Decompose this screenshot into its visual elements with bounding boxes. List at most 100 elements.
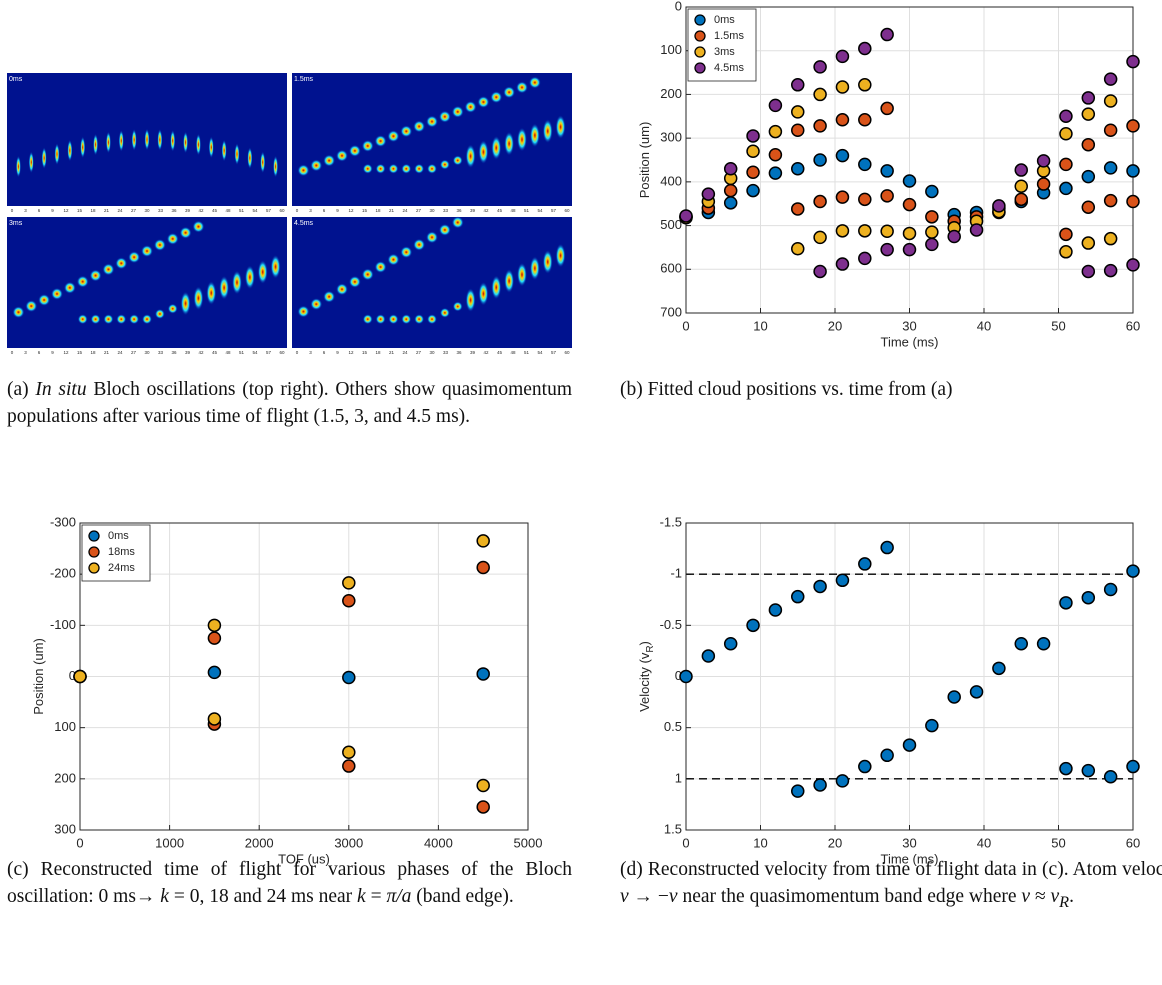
legend-label: 4.5ms — [714, 62, 744, 74]
image-blob — [439, 307, 450, 318]
y-tick-label: 200 — [660, 86, 682, 101]
image-blob — [221, 139, 227, 162]
image-tick-label: 54 — [252, 350, 258, 355]
image-panel — [7, 217, 287, 348]
caption-text: v — [668, 886, 678, 907]
data-point — [813, 194, 827, 209]
image-blob — [478, 140, 489, 165]
data-point — [835, 49, 850, 64]
legend-label: 0ms — [714, 14, 735, 26]
data-point — [880, 164, 894, 178]
image-blob — [336, 283, 348, 296]
image-blob — [388, 314, 399, 325]
legend-label: 0ms — [108, 530, 129, 542]
data-point — [1059, 181, 1073, 196]
image-blob — [232, 270, 242, 295]
x-tick-label: 20 — [828, 835, 842, 850]
y-tick-label: 0 — [69, 668, 76, 683]
image-blob — [310, 159, 323, 172]
image-blob — [465, 288, 476, 313]
image-blob — [374, 135, 387, 148]
image-blob — [67, 139, 73, 162]
image-blob — [153, 238, 166, 251]
image-tick-label: 48 — [225, 350, 231, 355]
image-tick-label: 33 — [443, 350, 449, 355]
image-blob — [490, 91, 503, 104]
image-tick-label: 42 — [198, 350, 204, 355]
image-blob — [413, 120, 426, 133]
image-blob — [491, 275, 502, 300]
image-tick-label: 21 — [104, 350, 110, 355]
image-blob — [219, 275, 230, 300]
image-blob — [154, 308, 165, 319]
data-point — [925, 225, 939, 239]
data-point — [1036, 177, 1051, 191]
caption-text: . — [1069, 886, 1074, 907]
image-blob — [80, 136, 86, 159]
image-tick-label: 33 — [158, 208, 164, 213]
caption-text: v — [1021, 886, 1031, 907]
image-blob — [464, 100, 477, 113]
caption-text: → − — [628, 886, 669, 907]
image-blob — [491, 135, 502, 160]
data-point — [1081, 236, 1096, 250]
y-tick-label: 300 — [54, 821, 76, 836]
data-point — [1081, 763, 1096, 778]
x-tick-label: 40 — [977, 835, 991, 850]
data-point — [746, 129, 760, 143]
image-blob — [374, 260, 387, 273]
image-blob — [517, 262, 527, 287]
x-tick-label: 60 — [1126, 318, 1140, 333]
data-point — [1103, 582, 1118, 597]
image-tick-label: 12 — [63, 208, 69, 213]
data-point — [1126, 759, 1140, 774]
image-blob — [208, 136, 214, 159]
image-blob — [348, 144, 361, 157]
image-blob — [89, 269, 102, 282]
data-point — [1103, 770, 1118, 784]
image-tick-label: 33 — [158, 350, 164, 355]
x-tick-label: 40 — [977, 318, 991, 333]
image-blob — [427, 314, 437, 325]
legend-label: 3ms — [714, 46, 735, 58]
legend-label: 24ms — [108, 562, 135, 574]
data-point — [858, 157, 872, 172]
image-blob — [167, 303, 178, 314]
data-point — [1014, 192, 1028, 207]
image-tick-label: 60 — [564, 350, 570, 355]
data-point — [768, 98, 783, 113]
image-tick-label: 33 — [443, 208, 449, 213]
data-point — [835, 257, 850, 271]
y-axis-label-sub: R — [645, 645, 656, 652]
y-axis-label-text: ) — [637, 641, 652, 645]
image-blob — [257, 260, 268, 285]
image-blob — [517, 127, 527, 152]
image-blob — [477, 96, 490, 109]
y-axis-label: Position (um) — [31, 638, 46, 715]
image-blob — [244, 265, 255, 290]
data-point — [1126, 119, 1140, 133]
image-blob — [195, 133, 201, 156]
data-point — [476, 778, 490, 793]
data-point — [342, 759, 356, 773]
image-tick-label: 48 — [510, 350, 516, 355]
image-tick-label: 12 — [348, 208, 354, 213]
caption-text: (c) Reconstructed time of flight for var… — [7, 859, 572, 907]
data-point — [813, 579, 827, 594]
image-tick-label: 24 — [117, 208, 123, 213]
data-point — [858, 251, 872, 266]
image-label: 0ms — [9, 76, 23, 83]
image-blob — [388, 163, 399, 174]
data-point — [902, 174, 917, 188]
caption-text: π/a — [386, 886, 412, 907]
image-tick-label: 48 — [510, 208, 516, 213]
data-point — [858, 113, 872, 127]
image-blob — [193, 286, 204, 311]
data-point — [342, 594, 356, 608]
legend-marker — [694, 30, 706, 42]
x-axis-label: Time (ms) — [880, 334, 938, 349]
caption-b: (b) Fitted cloud positions vs. time from… — [620, 376, 1162, 403]
data-point — [1126, 164, 1140, 178]
image-blob — [144, 128, 150, 151]
